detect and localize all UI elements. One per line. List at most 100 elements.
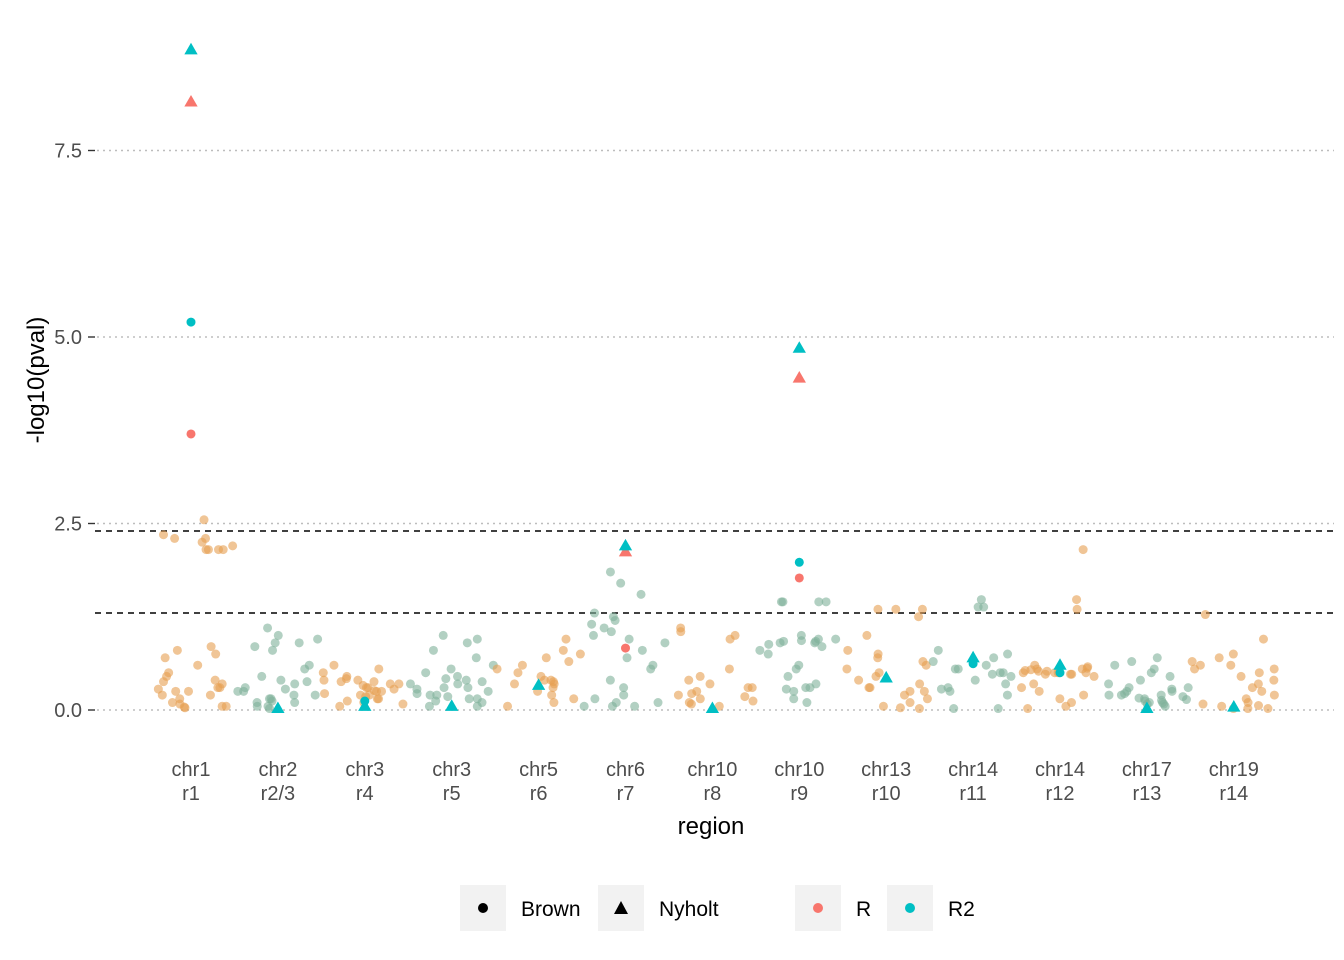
highlight-point-triangle: [618, 538, 633, 551]
background-point: [945, 686, 955, 696]
background-point: [915, 679, 925, 689]
background-point: [922, 694, 932, 704]
background-point: [1040, 669, 1050, 679]
background-point: [193, 660, 203, 670]
background-point: [695, 671, 705, 681]
background-point: [462, 638, 472, 648]
background-point: [575, 649, 585, 659]
background-point: [405, 679, 415, 689]
highlight-point-triangle: [184, 95, 198, 107]
background-point: [970, 675, 980, 685]
background-point: [313, 634, 323, 644]
background-point: [1034, 686, 1044, 696]
highlight-point-triangle: [618, 544, 633, 557]
background-point: [569, 694, 579, 704]
highlight-point-triangle: [271, 701, 285, 714]
background-point: [646, 664, 656, 674]
background-point: [432, 690, 442, 700]
background-point: [361, 683, 371, 693]
x-tick-label-region: r7: [617, 783, 635, 805]
background-point: [1263, 704, 1273, 714]
background-point: [439, 683, 449, 693]
background-point: [1214, 653, 1224, 663]
x-tick-label-region: r9: [790, 783, 808, 805]
x-tick-label-region: r2/3: [261, 783, 295, 805]
background-point: [779, 636, 789, 646]
background-point: [1081, 668, 1091, 678]
background-point: [814, 597, 824, 607]
x-tick-label-chr: chr6: [606, 759, 645, 781]
y-tick-label: 0.0: [54, 700, 82, 722]
x-tick-label-region: r4: [356, 783, 374, 805]
background-point: [1247, 683, 1257, 693]
background-point: [206, 642, 216, 652]
background-point: [1122, 686, 1132, 696]
background-point: [725, 634, 735, 644]
background-point: [372, 694, 382, 704]
x-tick-label-chr: chr1: [172, 759, 211, 781]
x-tick-label-chr: chr2: [258, 759, 297, 781]
background-point: [891, 604, 901, 614]
background-point: [1165, 671, 1175, 681]
background-point: [687, 689, 697, 699]
background-point: [549, 698, 559, 708]
background-point: [747, 683, 757, 693]
background-point: [160, 653, 170, 663]
highlight-point-circle: [794, 557, 804, 567]
background-point: [257, 671, 267, 681]
x-tick-label-region: r1: [182, 783, 200, 805]
background-point: [843, 645, 853, 655]
background-point: [684, 675, 694, 685]
background-point: [1034, 666, 1044, 676]
background-point: [1127, 657, 1137, 667]
background-point: [267, 696, 277, 706]
highlight-point-triangle: [1053, 658, 1067, 670]
background-point: [695, 694, 705, 704]
background-point: [831, 634, 841, 644]
background-point: [1236, 671, 1246, 681]
background-point: [452, 671, 462, 681]
background-point: [483, 686, 493, 696]
background-point: [342, 696, 352, 706]
background-point: [748, 696, 758, 706]
background-point: [1001, 679, 1011, 689]
background-point: [796, 636, 806, 646]
background-point: [919, 686, 929, 696]
x-tick-label-chr: chr5: [519, 759, 558, 781]
legend-triangle-icon: [614, 901, 628, 914]
background-point: [509, 679, 519, 689]
background-point: [873, 653, 883, 663]
background-point: [172, 645, 182, 655]
background-point: [610, 615, 620, 625]
background-point: [1110, 660, 1120, 670]
background-point: [539, 675, 549, 685]
background-point: [263, 623, 273, 633]
background-point: [1190, 664, 1200, 674]
background-point: [933, 645, 943, 655]
background-point: [776, 597, 786, 607]
background-point: [802, 698, 812, 708]
background-point: [428, 645, 438, 655]
background-point: [471, 653, 481, 663]
background-point: [564, 657, 574, 667]
background-point: [170, 533, 180, 543]
legend-r2-color-icon: [905, 903, 915, 913]
background-point: [541, 653, 551, 663]
background-point: [705, 679, 715, 689]
background-point: [184, 686, 194, 696]
background-point: [1269, 690, 1279, 700]
legend-r-color-icon: [813, 903, 823, 913]
background-point: [374, 664, 384, 674]
background-point: [998, 668, 1008, 678]
legend-label-r: R: [856, 898, 871, 921]
background-point: [949, 704, 959, 714]
highlight-point-triangle: [792, 341, 806, 353]
background-point: [1079, 690, 1089, 700]
background-point: [976, 595, 986, 605]
x-tick-label-region: r10: [872, 783, 901, 805]
background-point: [606, 627, 616, 637]
background-point: [755, 645, 765, 655]
background-point: [558, 645, 568, 655]
background-point: [905, 686, 915, 696]
background-point: [1243, 704, 1253, 714]
